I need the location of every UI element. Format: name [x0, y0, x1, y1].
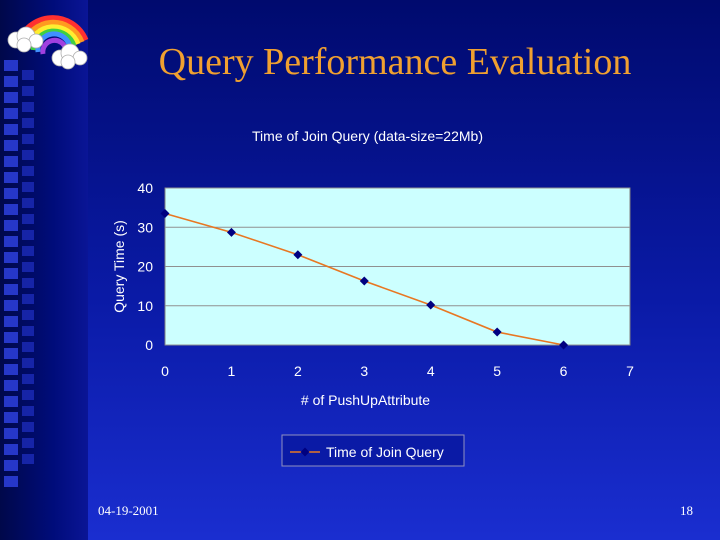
legend-entry: Time of Join Query [326, 444, 444, 460]
x-tick-label: 1 [228, 363, 236, 379]
x-axis-label: # of PushUpAttribute [301, 392, 430, 408]
x-tick-label: 5 [493, 363, 501, 379]
left-decorative-band [0, 0, 88, 540]
slide-title: Query Performance Evaluation [158, 41, 632, 83]
y-tick-label: 20 [137, 259, 153, 275]
y-tick-label: 30 [137, 219, 153, 235]
slide-page-number: 18 [680, 503, 693, 518]
rainbow-cloud-logo-icon [7, 15, 89, 70]
data-point [426, 300, 436, 310]
legend: Time of Join Query [281, 434, 465, 467]
data-point [559, 340, 569, 350]
data-point [359, 276, 369, 286]
y-tick-label: 10 [137, 298, 153, 314]
data-point [293, 250, 303, 260]
x-tick-label: 3 [360, 363, 368, 379]
join-query-line-chart: Time of Join Query (data-size=22Mb)01020… [111, 128, 634, 467]
decorative-squares [4, 60, 18, 490]
legend-box [281, 434, 465, 467]
decorative-squares-secondary [22, 70, 34, 470]
x-tick-label: 4 [427, 363, 435, 379]
x-tick-label: 6 [560, 363, 568, 379]
x-tick-label: 0 [161, 363, 169, 379]
y-axis-label: Query Time (s) [111, 220, 127, 313]
data-point [492, 327, 502, 337]
slide-date: 04-19-2001 [98, 503, 159, 518]
data-point [226, 227, 236, 237]
data-point [160, 209, 170, 219]
chart-title: Time of Join Query (data-size=22Mb) [252, 128, 483, 144]
x-tick-label: 7 [626, 363, 634, 379]
legend-marker-swatch [300, 447, 310, 457]
y-tick-label: 40 [137, 180, 153, 196]
x-tick-label: 2 [294, 363, 302, 379]
y-tick-label: 0 [145, 337, 153, 353]
